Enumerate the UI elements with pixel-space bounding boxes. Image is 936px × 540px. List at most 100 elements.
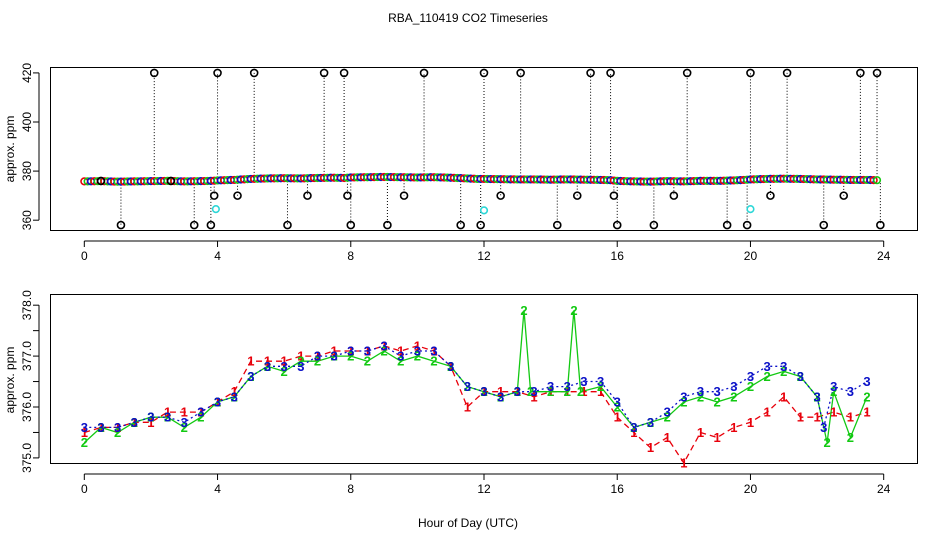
series-marker-1: 1 <box>863 405 870 420</box>
chart-title: RBA_110419 CO2 Timeseries <box>388 11 548 25</box>
flagged-point <box>213 68 222 78</box>
series-marker-1: 1 <box>763 405 770 420</box>
series-marker-2: 2 <box>714 394 721 409</box>
flagged-point <box>319 68 329 78</box>
flagged-point <box>166 176 176 186</box>
series-marker-1: 1 <box>197 405 204 420</box>
series-marker-2: 2 <box>813 389 820 404</box>
calibration-point <box>746 205 755 214</box>
series-marker-2: 2 <box>697 389 704 404</box>
flagged-point <box>766 191 775 200</box>
series-marker-1: 1 <box>547 384 554 399</box>
series-marker-2: 2 <box>747 379 754 394</box>
series-marker-3: 3 <box>197 405 204 420</box>
series-marker-1: 1 <box>780 389 787 404</box>
series-marker-2: 2 <box>497 389 504 404</box>
top-y-axis: 360 380 400 420 <box>20 63 40 230</box>
series-marker-2: 2 <box>264 359 271 374</box>
series-marker-1: 1 <box>131 415 138 430</box>
y-tick-label: 376.0 <box>20 392 34 422</box>
series-marker-3: 3 <box>647 415 654 430</box>
series-marker-2: 2 <box>131 415 138 430</box>
series-marker-3: 3 <box>480 384 487 399</box>
flagged-point <box>456 220 465 230</box>
series-marker-2: 2 <box>664 410 671 425</box>
flagged-point <box>383 220 392 230</box>
flagged-point <box>399 191 409 200</box>
x-tick-label: 4 <box>214 249 221 263</box>
flagged-point <box>682 68 692 78</box>
x-tick-label: 24 <box>877 249 891 263</box>
series-marker-3: 3 <box>397 349 404 364</box>
series-marker-2: 2 <box>464 379 471 394</box>
series-marker-2: 2 <box>364 354 371 369</box>
series-marker-1: 1 <box>364 344 371 359</box>
series-marker-1: 1 <box>397 344 404 359</box>
flagged-point <box>346 220 356 230</box>
x-tick-label: 20 <box>744 249 758 263</box>
flagged-point <box>839 191 849 200</box>
series-marker-1: 1 <box>747 415 754 430</box>
series-marker-1: 1 <box>297 349 304 364</box>
series-marker-2: 2 <box>397 354 404 369</box>
series-marker-2: 2 <box>447 359 454 374</box>
series-marker-1: 1 <box>614 410 621 425</box>
series-marker-3: 3 <box>447 359 454 374</box>
series-marker-3: 3 <box>730 379 737 394</box>
bottom-plot-frame <box>50 294 918 464</box>
series-marker-1: 1 <box>164 405 171 420</box>
x-tick-label: 12 <box>477 249 491 263</box>
calibration-point <box>211 205 220 214</box>
flagged-point <box>209 191 219 200</box>
series-marker-3: 3 <box>281 359 288 374</box>
series-marker-1: 1 <box>147 415 154 430</box>
flagged-point <box>722 220 732 230</box>
flagged-point <box>479 68 489 78</box>
series-marker-2: 2 <box>527 384 534 399</box>
flagged-point <box>606 68 615 78</box>
flagged-point <box>206 220 216 230</box>
series-marker-3: 3 <box>497 389 504 404</box>
series-marker-2: 2 <box>730 389 737 404</box>
flagged-point <box>586 68 595 78</box>
flagged-point <box>339 68 349 78</box>
series-marker-3: 3 <box>630 420 637 435</box>
series-marker-2: 2 <box>81 435 88 450</box>
series-marker-2: 2 <box>114 425 121 440</box>
series-marker-2: 2 <box>380 344 387 359</box>
series-marker-1: 1 <box>264 354 271 369</box>
series-marker-1: 1 <box>314 349 321 364</box>
top-panel: 0 4 8 12 16 20 24 360 380 400 420 approx. ppm <box>3 63 918 263</box>
series-marker-3: 3 <box>697 384 704 399</box>
series-marker-1: 1 <box>730 420 737 435</box>
series-marker-2: 2 <box>647 415 654 430</box>
top-plot-frame <box>50 67 918 231</box>
series-marker-3: 3 <box>347 344 354 359</box>
flagged-point <box>343 191 352 200</box>
series-marker-3: 3 <box>264 359 271 374</box>
series-marker-3: 3 <box>131 415 138 430</box>
series-marker-1: 1 <box>330 344 337 359</box>
series-marker-2: 2 <box>314 354 321 369</box>
x-tick-label: 4 <box>214 482 221 496</box>
series-marker-3: 3 <box>847 384 854 399</box>
x-tick-label: 8 <box>347 249 354 263</box>
flagged-point <box>876 220 885 230</box>
series-marker-1: 1 <box>181 405 188 420</box>
flagged-point <box>669 191 679 200</box>
x-tick-label: 16 <box>611 482 625 496</box>
series-marker-2: 2 <box>570 303 577 318</box>
series-marker-1: 1 <box>514 384 521 399</box>
series-marker-2: 2 <box>281 364 288 379</box>
series-marker-1: 1 <box>281 354 288 369</box>
flagged-point <box>149 68 159 78</box>
flagged-point <box>572 191 582 200</box>
series-marker-1: 1 <box>714 430 721 445</box>
series-marker-1: 1 <box>813 410 820 425</box>
series-marker-1: 1 <box>430 344 437 359</box>
series-marker-1: 1 <box>114 420 121 435</box>
flagged-point <box>116 220 126 230</box>
series-marker-2: 2 <box>547 384 554 399</box>
series-marker-3: 3 <box>430 344 437 359</box>
